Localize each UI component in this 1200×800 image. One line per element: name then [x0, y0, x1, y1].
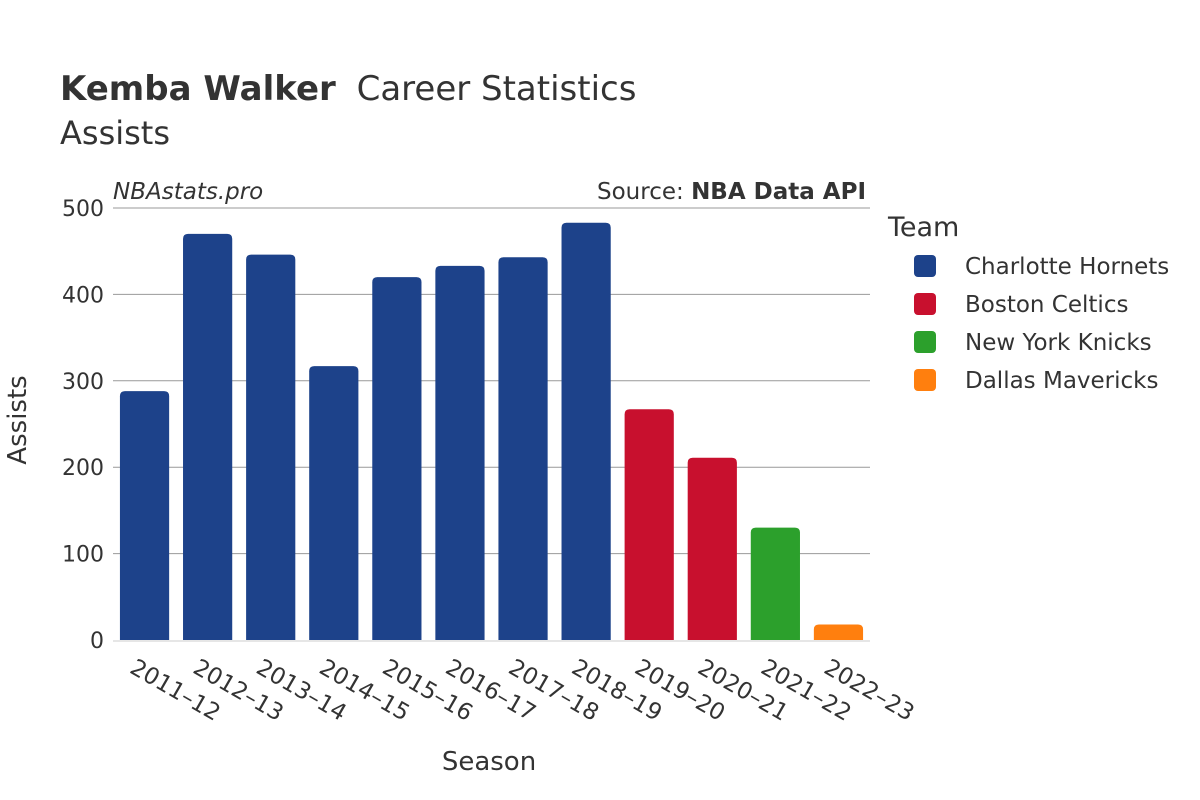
y-tick-label: 200	[62, 456, 104, 481]
source-prefix: Source:	[597, 179, 691, 205]
chart-title: Kemba Walker Career Statistics	[60, 69, 636, 109]
bar	[687, 457, 737, 640]
y-tick-label: 400	[62, 283, 104, 308]
legend-label: New York Knicks	[965, 330, 1152, 356]
legend: Charlotte Hornets Boston Celtics New York …	[914, 254, 1169, 394]
legend-title: Team	[887, 212, 959, 243]
legend-item: New York Knicks	[914, 330, 1152, 356]
y-tick-label: 100	[62, 543, 104, 568]
legend-swatch	[914, 331, 936, 353]
watermark: NBAstats.pro	[113, 179, 263, 205]
legend-item: Dallas Mavericks	[914, 368, 1158, 394]
bar	[813, 624, 864, 640]
legend-item: Boston Celtics	[914, 292, 1128, 318]
bar	[119, 391, 170, 640]
x-axis-ticks: 2011–122012–132013–142014–152015–162016–…	[126, 655, 919, 727]
bar	[246, 254, 296, 640]
chart-title-player: Kemba Walker	[60, 69, 336, 109]
legend-label: Charlotte Hornets	[965, 254, 1169, 280]
bar	[372, 277, 422, 640]
source-note: Source: NBA Data API	[597, 179, 866, 205]
y-axis-ticks: 0 100 200 300 400 500	[62, 197, 104, 654]
legend-item: Charlotte Hornets	[914, 254, 1169, 280]
bar	[624, 409, 674, 640]
legend-label: Dallas Mavericks	[965, 368, 1158, 394]
bar	[183, 233, 233, 641]
y-tick-label: 500	[62, 197, 104, 222]
source-name: NBA Data API	[691, 179, 866, 205]
bar	[498, 257, 548, 640]
bar	[561, 222, 611, 641]
legend-label: Boston Celtics	[965, 292, 1128, 318]
legend-swatch	[914, 369, 936, 391]
y-tick-label: 300	[62, 370, 104, 395]
legend-swatch	[914, 255, 936, 277]
chart-subtitle: Assists	[60, 114, 170, 152]
bars	[119, 222, 864, 641]
x-axis-title: Season	[442, 747, 536, 777]
y-tick-label: 0	[90, 629, 104, 654]
grid-lines	[113, 207, 870, 642]
bar	[309, 366, 359, 640]
bar	[750, 527, 800, 640]
legend-swatch	[914, 293, 936, 315]
chart-title-rest: Career Statistics	[357, 69, 637, 109]
y-axis-title: Assists	[3, 375, 33, 464]
bar	[435, 265, 485, 640]
